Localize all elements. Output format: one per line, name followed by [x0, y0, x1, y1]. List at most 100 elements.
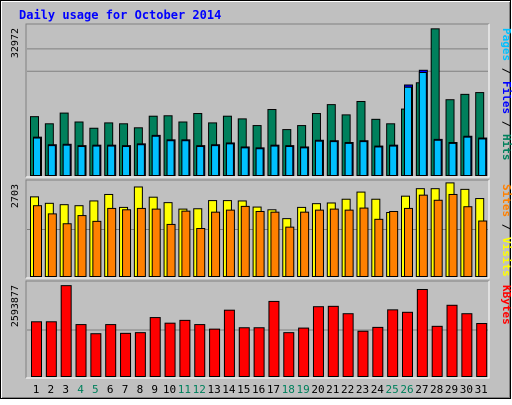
- hits-files-pages-bar-pages: [344, 142, 353, 177]
- x-axis-day-label: 11: [178, 383, 191, 396]
- hits-files-pages-bar-pages: [418, 72, 427, 176]
- sites-visits-bar-sites: [374, 218, 384, 277]
- x-axis-day-label: 9: [151, 383, 158, 396]
- x-axis-day-label: 10: [163, 383, 176, 396]
- sites-visits-bar-sites: [329, 208, 339, 277]
- sites-visits-panel-bg-shadow: [26, 180, 490, 279]
- sites-visits-bar-sites: [77, 215, 87, 278]
- x-axis-day-label: 13: [207, 383, 220, 396]
- hits-files-pages-legend-part: Files: [500, 81, 512, 114]
- sites-visits-bar-sites: [166, 223, 176, 277]
- sites-visits-bar-sites: [211, 211, 221, 277]
- kbytes-bar-kbytes: [90, 333, 102, 378]
- kbytes-legend: KBytes: [500, 285, 512, 325]
- sites-visits-bar-sites: [151, 208, 161, 277]
- kbytes-bar-kbytes: [298, 327, 310, 378]
- kbytes-bar-kbytes: [134, 332, 146, 378]
- hits-files-pages-bar-pages: [47, 145, 56, 176]
- kbytes-panel-bg-highlight: [25, 280, 489, 378]
- kbytes-bar-kbytes: [387, 309, 399, 377]
- kbytes-bar-kbytes: [253, 327, 265, 378]
- hits-files-pages-bar-pages: [329, 141, 338, 176]
- x-axis-day-label: 28: [430, 383, 443, 396]
- kbytes-bar-kbytes: [431, 325, 443, 377]
- kbytes-bar-kbytes: [223, 309, 235, 377]
- hits-files-pages-bar-pages: [107, 145, 116, 176]
- x-axis-day-label: 20: [311, 383, 324, 396]
- kbytes-panel-bg-shadow: [26, 281, 490, 379]
- x-axis-day-label: 21: [326, 383, 339, 396]
- sites-visits-bar-sites: [314, 209, 324, 277]
- x-axis-day-label: 25: [386, 383, 399, 396]
- kbytes-bar-kbytes: [476, 323, 488, 377]
- x-axis-day-label: 19: [296, 383, 309, 396]
- sites-visits-bar-sites: [300, 211, 310, 277]
- sites-visits-legend: Sites / Visits: [500, 184, 512, 277]
- x-axis-day-label: 30: [460, 383, 473, 396]
- sites-visits-bar-sites: [433, 199, 443, 277]
- kbytes-bar-kbytes: [238, 327, 250, 378]
- kbytes-bar-kbytes: [60, 285, 72, 377]
- kbytes-bar-kbytes: [416, 288, 428, 378]
- hits-files-pages-bar-pages: [359, 141, 368, 176]
- sites-visits-bar-sites: [92, 220, 102, 277]
- x-axis-day-label: 1: [33, 383, 40, 396]
- kbytes-legend-part: KBytes: [500, 285, 512, 325]
- hits-files-pages-bar-pages: [240, 147, 249, 177]
- sites-visits-bar-sites: [122, 209, 132, 277]
- kbytes-bar-kbytes: [179, 319, 191, 377]
- kbytes-bar-kbytes: [461, 313, 473, 378]
- x-axis-day-label: 14: [222, 383, 236, 396]
- kbytes-bar-kbytes: [372, 326, 384, 378]
- sites-visits-legend-part: Sites: [500, 184, 512, 217]
- x-axis-day-label: 8: [137, 383, 144, 396]
- x-axis-day-label: 16: [252, 383, 265, 396]
- x-axis-day-label: 4: [77, 383, 84, 396]
- hits-files-pages-panel-bg-shadow: [26, 24, 490, 178]
- kbytes-bar-kbytes: [164, 322, 176, 377]
- x-axis-day-label: 2: [48, 383, 55, 396]
- x-axis-day-label: 12: [193, 383, 206, 396]
- sites-visits-panel-bg-highlight: [25, 179, 489, 278]
- sites-visits-ymax-label: 2703: [10, 184, 21, 208]
- hits-files-pages-bar-pages: [33, 137, 41, 177]
- sites-visits-bar-sites: [255, 210, 265, 277]
- chart-frame-highlight: [1, 1, 510, 398]
- kbytes-bar-kbytes: [75, 324, 87, 378]
- kbytes-bar-kbytes: [402, 311, 413, 377]
- sites-visits-bar-sites: [62, 223, 72, 277]
- sites-visits-bar-sites: [270, 211, 280, 277]
- kbytes-bar-kbytes: [312, 306, 324, 377]
- x-axis-day-label: 23: [356, 383, 369, 396]
- sites-visits-bar-sites: [389, 210, 399, 277]
- kbytes-bar-kbytes: [357, 330, 369, 377]
- sites-visits-bar-sites: [181, 210, 191, 277]
- sites-visits-legend-part: /: [500, 217, 512, 237]
- hits-files-pages-bar-pages: [314, 140, 323, 176]
- x-axis-day-label: 3: [62, 383, 69, 396]
- hits-files-pages-bar-pages: [448, 142, 457, 177]
- hits-files-pages-bar-pages: [62, 144, 71, 176]
- hits-files-pages-bar-pages: [433, 139, 442, 176]
- hits-files-pages-bar-pages: [404, 86, 412, 176]
- hits-files-pages-legend-part: Pages: [500, 28, 512, 61]
- hits-files-pages-bar-pages: [77, 146, 86, 176]
- kbytes-bar-kbytes: [120, 332, 132, 378]
- hits-files-pages-legend: Pages / Files / Hits: [500, 28, 512, 161]
- kbytes-bar-kbytes: [209, 328, 221, 377]
- kbytes-bar-kbytes: [31, 321, 42, 378]
- kbytes-bar-kbytes: [268, 300, 280, 377]
- sites-visits-bar-sites: [463, 206, 473, 277]
- hits-files-pages-bar-pages: [225, 143, 234, 177]
- sites-visits-bar-sites: [33, 205, 42, 277]
- sites-visits-bar-sites: [404, 207, 413, 277]
- x-axis-day-label: 6: [107, 383, 114, 396]
- sites-visits-bar-sites: [196, 228, 206, 277]
- kbytes-bar-kbytes: [149, 317, 161, 377]
- hits-files-pages-legend-part: Hits: [500, 134, 512, 161]
- x-axis-day-label: 27: [415, 383, 428, 396]
- kbytes-ymax-label: 2593877: [10, 285, 21, 327]
- kbytes-bar-kbytes: [446, 304, 458, 378]
